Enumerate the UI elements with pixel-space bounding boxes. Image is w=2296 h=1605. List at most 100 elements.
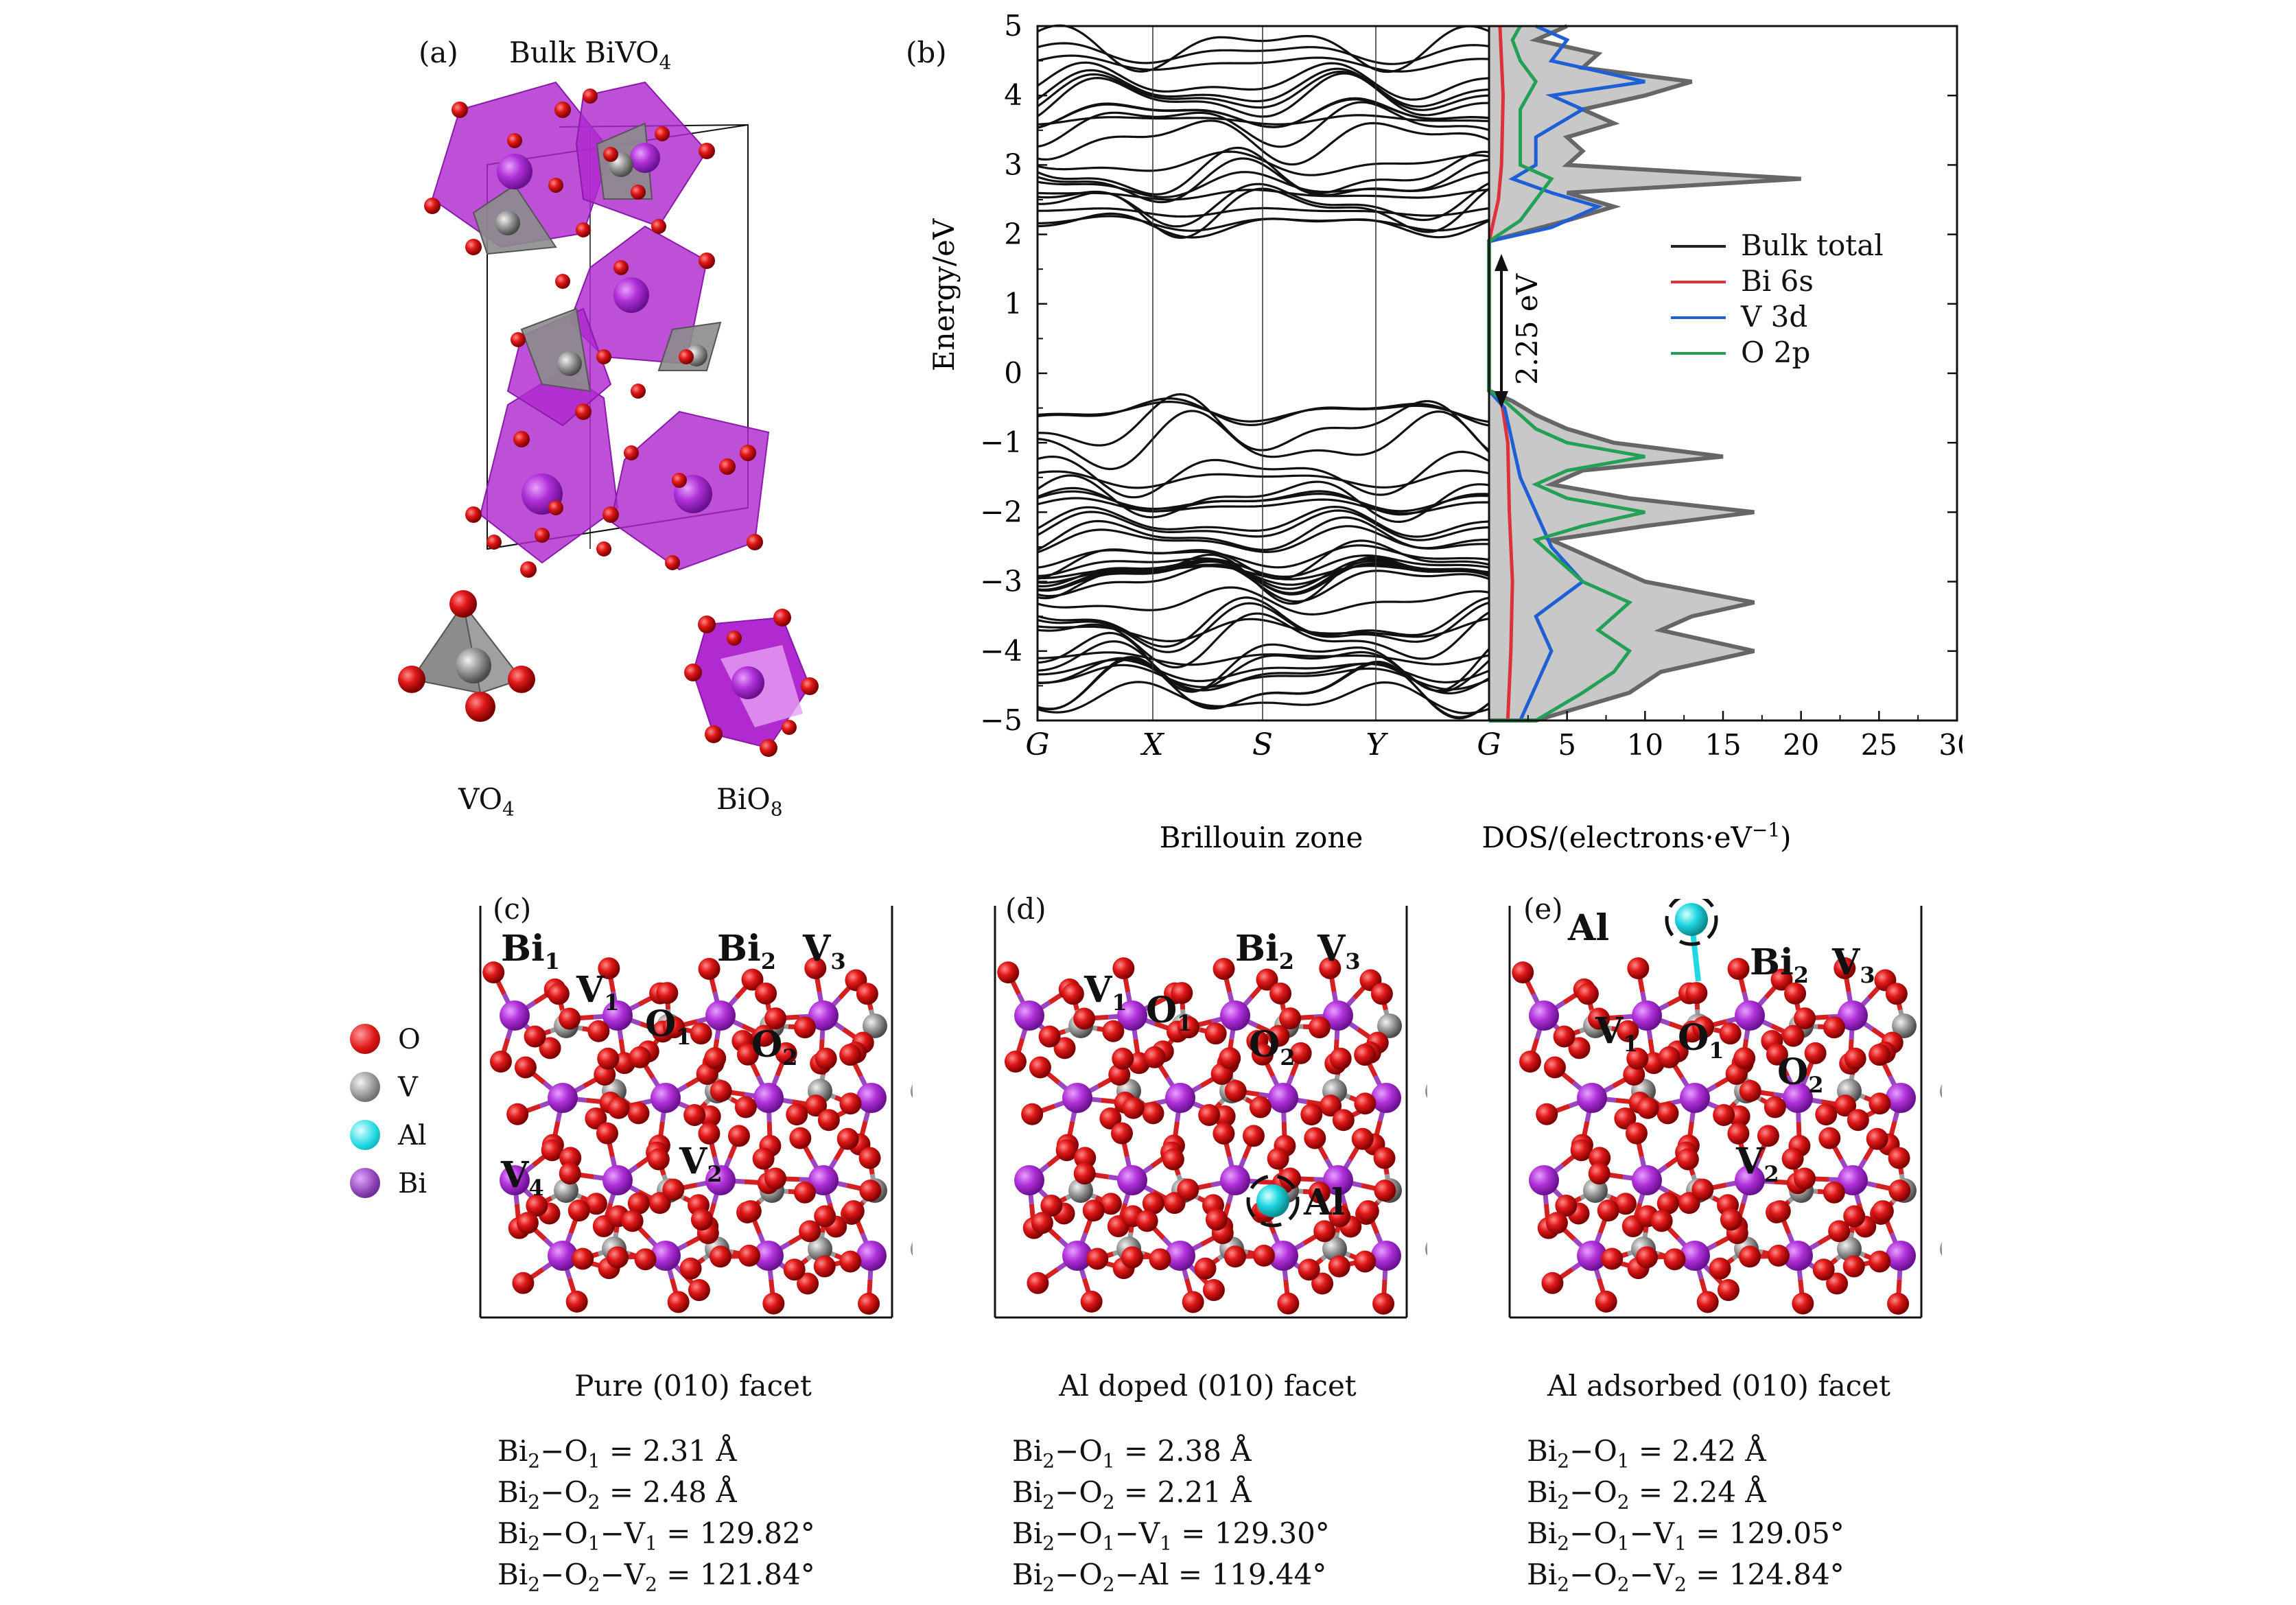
atom-o	[1351, 1127, 1374, 1150]
atom-o	[1512, 961, 1534, 984]
atom-v	[808, 1237, 832, 1261]
atom-o	[526, 1194, 548, 1217]
conduction-band-55	[1037, 157, 1490, 204]
atom-o	[1869, 1044, 1891, 1066]
legend-swatch	[1671, 352, 1726, 355]
band-gap-label: 2.25 eV	[1510, 273, 1544, 385]
atom-o	[1570, 1139, 1593, 1162]
atom-o	[1627, 957, 1650, 980]
atom-o	[559, 1147, 582, 1169]
conduction-band-39	[1037, 61, 1490, 101]
measurement-row: Bi2−O2−Al = 119.44°	[1012, 1558, 1327, 1596]
atom-o	[1555, 1194, 1578, 1217]
atom-o	[1142, 1192, 1164, 1215]
band-gap-arrow: 2.25 eV	[1495, 254, 1544, 408]
conduction-band-52	[1037, 215, 1490, 232]
atom-o	[1588, 1007, 1610, 1030]
atom-o	[1112, 957, 1135, 980]
measurement-row: Bi2−O2−V2 = 121.84°	[497, 1558, 815, 1596]
atom-o	[547, 983, 570, 1005]
atom-o	[1727, 1122, 1750, 1145]
valence-band-18	[1037, 525, 1490, 554]
atom-o	[1162, 1148, 1184, 1171]
atom-o	[799, 1220, 821, 1243]
atom-bi	[1165, 1241, 1195, 1271]
dos-curves	[1487, 24, 1801, 723]
measurement-row: Bi2−O1−V1 = 129.82°	[497, 1516, 815, 1555]
valence-band-10	[1037, 651, 1490, 666]
atom-o	[1073, 1162, 1096, 1185]
atom-label: Bi2	[717, 928, 776, 974]
atom-v	[1940, 1084, 1942, 1098]
caption-pure-facet: Pure (010) facet	[574, 1369, 812, 1403]
atom-o	[1888, 1147, 1910, 1169]
atom-bi	[1117, 1000, 1147, 1031]
atom-v	[1425, 1084, 1427, 1098]
atom-o	[1766, 1043, 1788, 1066]
conduction-band-51	[1037, 42, 1490, 65]
atom-o	[858, 1147, 881, 1169]
atom-label: V1	[576, 969, 620, 1016]
valence-band-15	[1037, 487, 1490, 516]
atom-bi	[500, 1165, 530, 1195]
atom-o	[1834, 957, 1856, 979]
atom-o	[1719, 1022, 1742, 1045]
k-point-label: Y	[1366, 727, 1388, 762]
atom-bi	[1783, 1083, 1813, 1113]
atom-o	[539, 1037, 561, 1059]
atom-o	[1308, 1181, 1331, 1204]
atom-o	[1252, 1244, 1275, 1267]
atom-o	[1733, 1047, 1756, 1070]
valence-band-28	[1037, 681, 1490, 715]
conduction-band-57	[1038, 207, 1490, 218]
y-axis-label: Energy/eV	[927, 218, 961, 371]
atom-o	[1866, 1127, 1888, 1150]
atom-o	[1818, 1127, 1841, 1149]
atom-o	[1149, 1248, 1171, 1271]
atom-o	[1739, 1079, 1761, 1102]
atom-o	[1021, 1103, 1044, 1125]
atom-o	[775, 1042, 797, 1064]
atom-label: O1	[645, 1003, 692, 1050]
al-doped-010-facet-structure: V1 O1 Bi2 O2 V3 Al	[994, 906, 1427, 1319]
atom-o	[1781, 1147, 1804, 1170]
atom-o	[1617, 1020, 1639, 1042]
atom-label: O1	[1678, 1017, 1724, 1064]
atom-swatch	[350, 1024, 380, 1054]
atom-o	[764, 1167, 787, 1190]
atom-o	[572, 1247, 594, 1270]
atom-label: V1	[1083, 969, 1127, 1016]
atom-o	[690, 1208, 713, 1231]
atom-o	[506, 1103, 529, 1125]
atom-o	[587, 1020, 610, 1042]
atom-o	[1267, 1024, 1290, 1047]
panel-d-tag: (d)	[1005, 892, 1046, 926]
atom-o	[629, 1046, 651, 1068]
atom-o	[627, 1102, 650, 1125]
atom-o	[1588, 1162, 1610, 1185]
atom-o	[1062, 983, 1084, 1005]
atom-bi	[1886, 1241, 1916, 1271]
atom-o	[1823, 1016, 1845, 1039]
atom-label: V3	[1317, 928, 1361, 974]
atom-bi	[651, 1083, 681, 1113]
atom-o	[1171, 982, 1193, 1005]
dos-legend: Bulk total Bi 6s V 3d O 2p	[1671, 229, 1897, 374]
atom-o	[634, 1248, 657, 1271]
atom-o	[1219, 1047, 1241, 1070]
atom-o	[1656, 1102, 1679, 1125]
atom-o	[839, 1092, 862, 1115]
atom-o	[793, 1016, 816, 1039]
atom-o	[1332, 1109, 1355, 1132]
atom-o	[559, 1007, 581, 1030]
valence-band-33	[1037, 558, 1490, 590]
y-tick-label: 5	[1004, 9, 1022, 43]
valence-band-4	[1037, 509, 1490, 541]
legend-swatch	[1671, 245, 1726, 248]
atom-bi	[1062, 1241, 1092, 1271]
conduction-band-40	[1037, 114, 1490, 126]
valence-band-11	[1038, 393, 1490, 452]
atom-o	[1289, 1042, 1312, 1064]
atom-bi	[1014, 1000, 1044, 1031]
atom-o	[1038, 1025, 1061, 1048]
